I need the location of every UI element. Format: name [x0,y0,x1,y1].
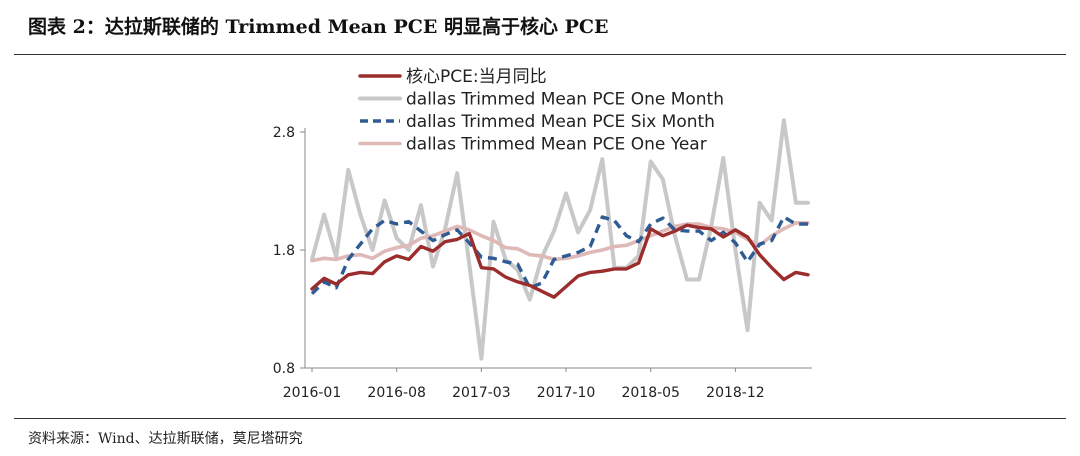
x-tick-label: 2016-08 [367,385,426,401]
chart-legend: 核心PCE:当月同比 dallas Trimmed Mean PCE One Mo… [358,67,724,155]
series-line-1 [310,118,810,361]
x-tick-label: 2018-05 [621,385,680,401]
legend-label: dallas Trimmed Mean PCE One Month [406,90,724,110]
legend-label: dallas Trimmed Mean PCE Six Month [406,112,715,132]
chart-series [310,118,810,361]
line-chart: 核心PCE:当月同比 dallas Trimmed Mean PCE One Mo… [273,67,812,401]
figure-title: 图表 2：达拉斯联储的 Trimmed Mean PCE 明显高于核心 PCE [28,16,609,38]
x-tick-label: 2016-01 [283,385,342,401]
y-tick-label: 2.8 [273,125,295,141]
x-tick-label: 2018-12 [706,385,765,401]
chart-axes: 0.8 1.8 2.8 2016-01 2016-08 2017-03 2017-10 201… [273,125,812,401]
legend-label: dallas Trimmed Mean PCE One Year [406,135,707,155]
title-divider [14,54,1066,55]
source-note: 资料来源：Wind、达拉斯联储，莫尼塔研究 [28,431,303,447]
x-tick-label: 2017-03 [452,385,511,401]
series-line-3 [310,221,810,263]
series-line-0 [310,223,810,299]
x-tick-label: 2017-10 [537,385,596,401]
y-tick-label: 0.8 [273,361,295,377]
legend-label: 核心PCE:当月同比 [406,67,547,87]
source-divider [14,418,1066,419]
y-tick-label: 1.8 [273,243,295,259]
